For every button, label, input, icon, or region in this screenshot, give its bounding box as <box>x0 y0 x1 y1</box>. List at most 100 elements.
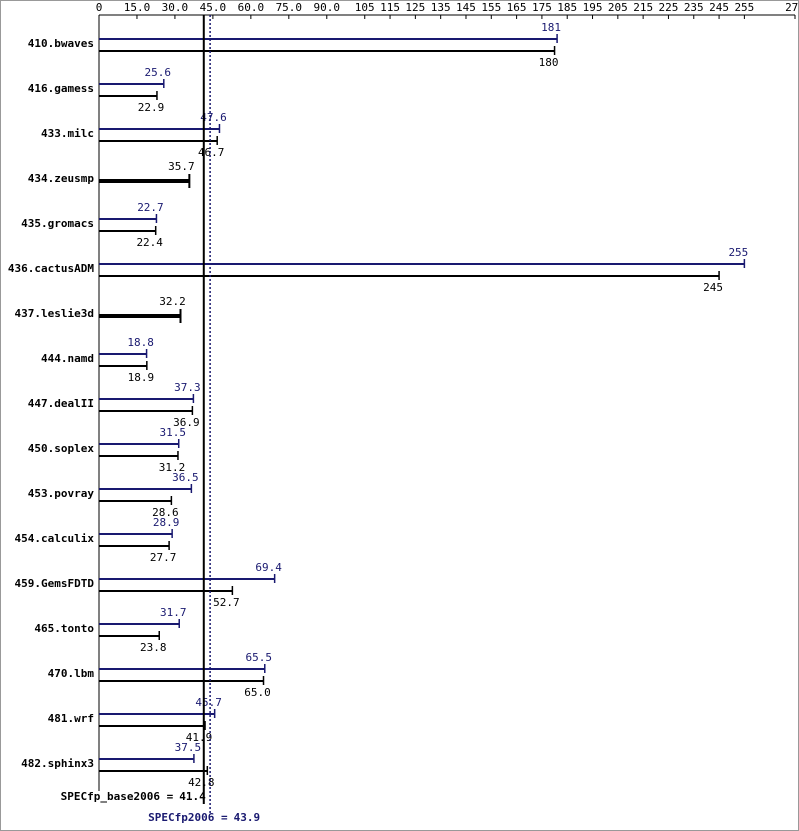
category-label: 447.dealII <box>28 397 94 410</box>
x-tick-label: 135 <box>431 1 451 14</box>
bar <box>99 263 745 265</box>
bar <box>99 758 194 760</box>
value-label: 25.6 <box>145 66 172 79</box>
category-label: 450.soplex <box>28 442 95 455</box>
category-label: 453.povray <box>28 487 95 500</box>
category-label: 481.wrf <box>48 712 94 725</box>
bar <box>99 590 233 592</box>
value-label: 52.7 <box>213 596 240 609</box>
bar <box>99 713 215 715</box>
bar <box>99 275 720 277</box>
bar <box>99 128 220 130</box>
value-label: 31.7 <box>160 606 187 619</box>
x-tick-label: 155 <box>481 1 501 14</box>
x-tick-label: 105 <box>355 1 375 14</box>
x-tick-label: 175 <box>532 1 552 14</box>
x-tick-label: 90.0 <box>314 1 341 14</box>
bar <box>99 443 179 445</box>
x-tick-label: 145 <box>456 1 476 14</box>
reference-name: SPECfp_base2006 = <box>61 790 174 803</box>
x-tick-label: 165 <box>507 1 527 14</box>
value-label: 22.7 <box>137 201 164 214</box>
x-tick-label: 15.0 <box>124 1 151 14</box>
value-label: 180 <box>539 56 559 69</box>
category-label: 433.milc <box>41 127 94 140</box>
category-label: 434.zeusmp <box>28 172 95 185</box>
value-label: 37.3 <box>174 381 201 394</box>
x-tick-label: 125 <box>405 1 425 14</box>
category-label: 470.lbm <box>48 667 95 680</box>
category-label: 435.gromacs <box>21 217 94 230</box>
bar <box>99 578 275 580</box>
x-tick-label: 205 <box>608 1 628 14</box>
x-tick-label: 45.0 <box>200 1 227 14</box>
value-label: 32.2 <box>159 295 186 308</box>
bar <box>99 179 190 183</box>
value-label: 18.9 <box>128 371 155 384</box>
x-tick-label: 195 <box>583 1 603 14</box>
bar <box>99 410 193 412</box>
bar <box>99 353 147 355</box>
value-label: 46.7 <box>198 146 225 159</box>
value-label: 255 <box>728 246 748 259</box>
bar <box>99 140 218 142</box>
bar <box>99 455 178 457</box>
value-label: 28.6 <box>152 506 179 519</box>
category-label: 410.bwaves <box>28 37 94 50</box>
category-label: 459.GemsFDTD <box>15 577 95 590</box>
x-tick-label: 235 <box>684 1 704 14</box>
bar <box>99 533 173 535</box>
value-label: 47.6 <box>200 111 227 124</box>
value-label: 65.0 <box>244 686 271 699</box>
value-label: 45.7 <box>195 696 222 709</box>
value-label: 245 <box>703 281 723 294</box>
category-label: 465.tonto <box>34 622 94 635</box>
bar <box>99 83 164 85</box>
value-label: 22.4 <box>136 236 163 249</box>
x-tick-label: 245 <box>709 1 729 14</box>
value-label: 31.2 <box>159 461 186 474</box>
bar <box>99 365 147 367</box>
x-tick-label: 75.0 <box>276 1 303 14</box>
bar <box>99 680 264 682</box>
category-label: 436.cactusADM <box>8 262 94 275</box>
reference-label: SPECfp_base2006 = 41.4 <box>61 790 206 803</box>
value-label: 27.7 <box>150 551 177 564</box>
bar <box>99 488 192 490</box>
x-tick-label: 115 <box>380 1 400 14</box>
bar <box>99 725 206 727</box>
category-label: 437.leslie3d <box>15 307 94 320</box>
x-tick-label: 215 <box>633 1 653 14</box>
x-tick-label: 60.0 <box>238 1 265 14</box>
bar <box>99 398 194 400</box>
x-tick-label: 30.0 <box>162 1 189 14</box>
x-tick-label: 0 <box>96 1 103 14</box>
bar <box>99 95 157 97</box>
bar <box>99 230 156 232</box>
value-label: 181 <box>541 21 561 34</box>
value-label: 31.5 <box>159 426 186 439</box>
value-label: 35.7 <box>168 160 195 173</box>
reference-value: 41.4 <box>179 790 206 803</box>
bar <box>99 623 180 625</box>
bar <box>99 218 157 220</box>
x-tick-label: 185 <box>557 1 577 14</box>
value-label: 41.9 <box>186 731 213 744</box>
value-label: 36.9 <box>173 416 200 429</box>
value-label: 65.5 <box>246 651 273 664</box>
reference-name: SPECfp2006 = <box>148 811 228 824</box>
value-label: 36.5 <box>172 471 199 484</box>
value-label: 18.8 <box>127 336 154 349</box>
x-tick-label: 275 <box>785 1 799 14</box>
x-tick-label: 225 <box>659 1 679 14</box>
reference-label: SPECfp2006 = 43.9 <box>148 811 260 824</box>
bar <box>99 500 172 502</box>
category-label: 482.sphinx3 <box>21 757 94 770</box>
bar <box>99 668 265 670</box>
value-label: 28.9 <box>153 516 180 529</box>
bar <box>99 770 208 772</box>
x-tick-label: 255 <box>734 1 754 14</box>
value-label: 42.8 <box>188 776 215 789</box>
